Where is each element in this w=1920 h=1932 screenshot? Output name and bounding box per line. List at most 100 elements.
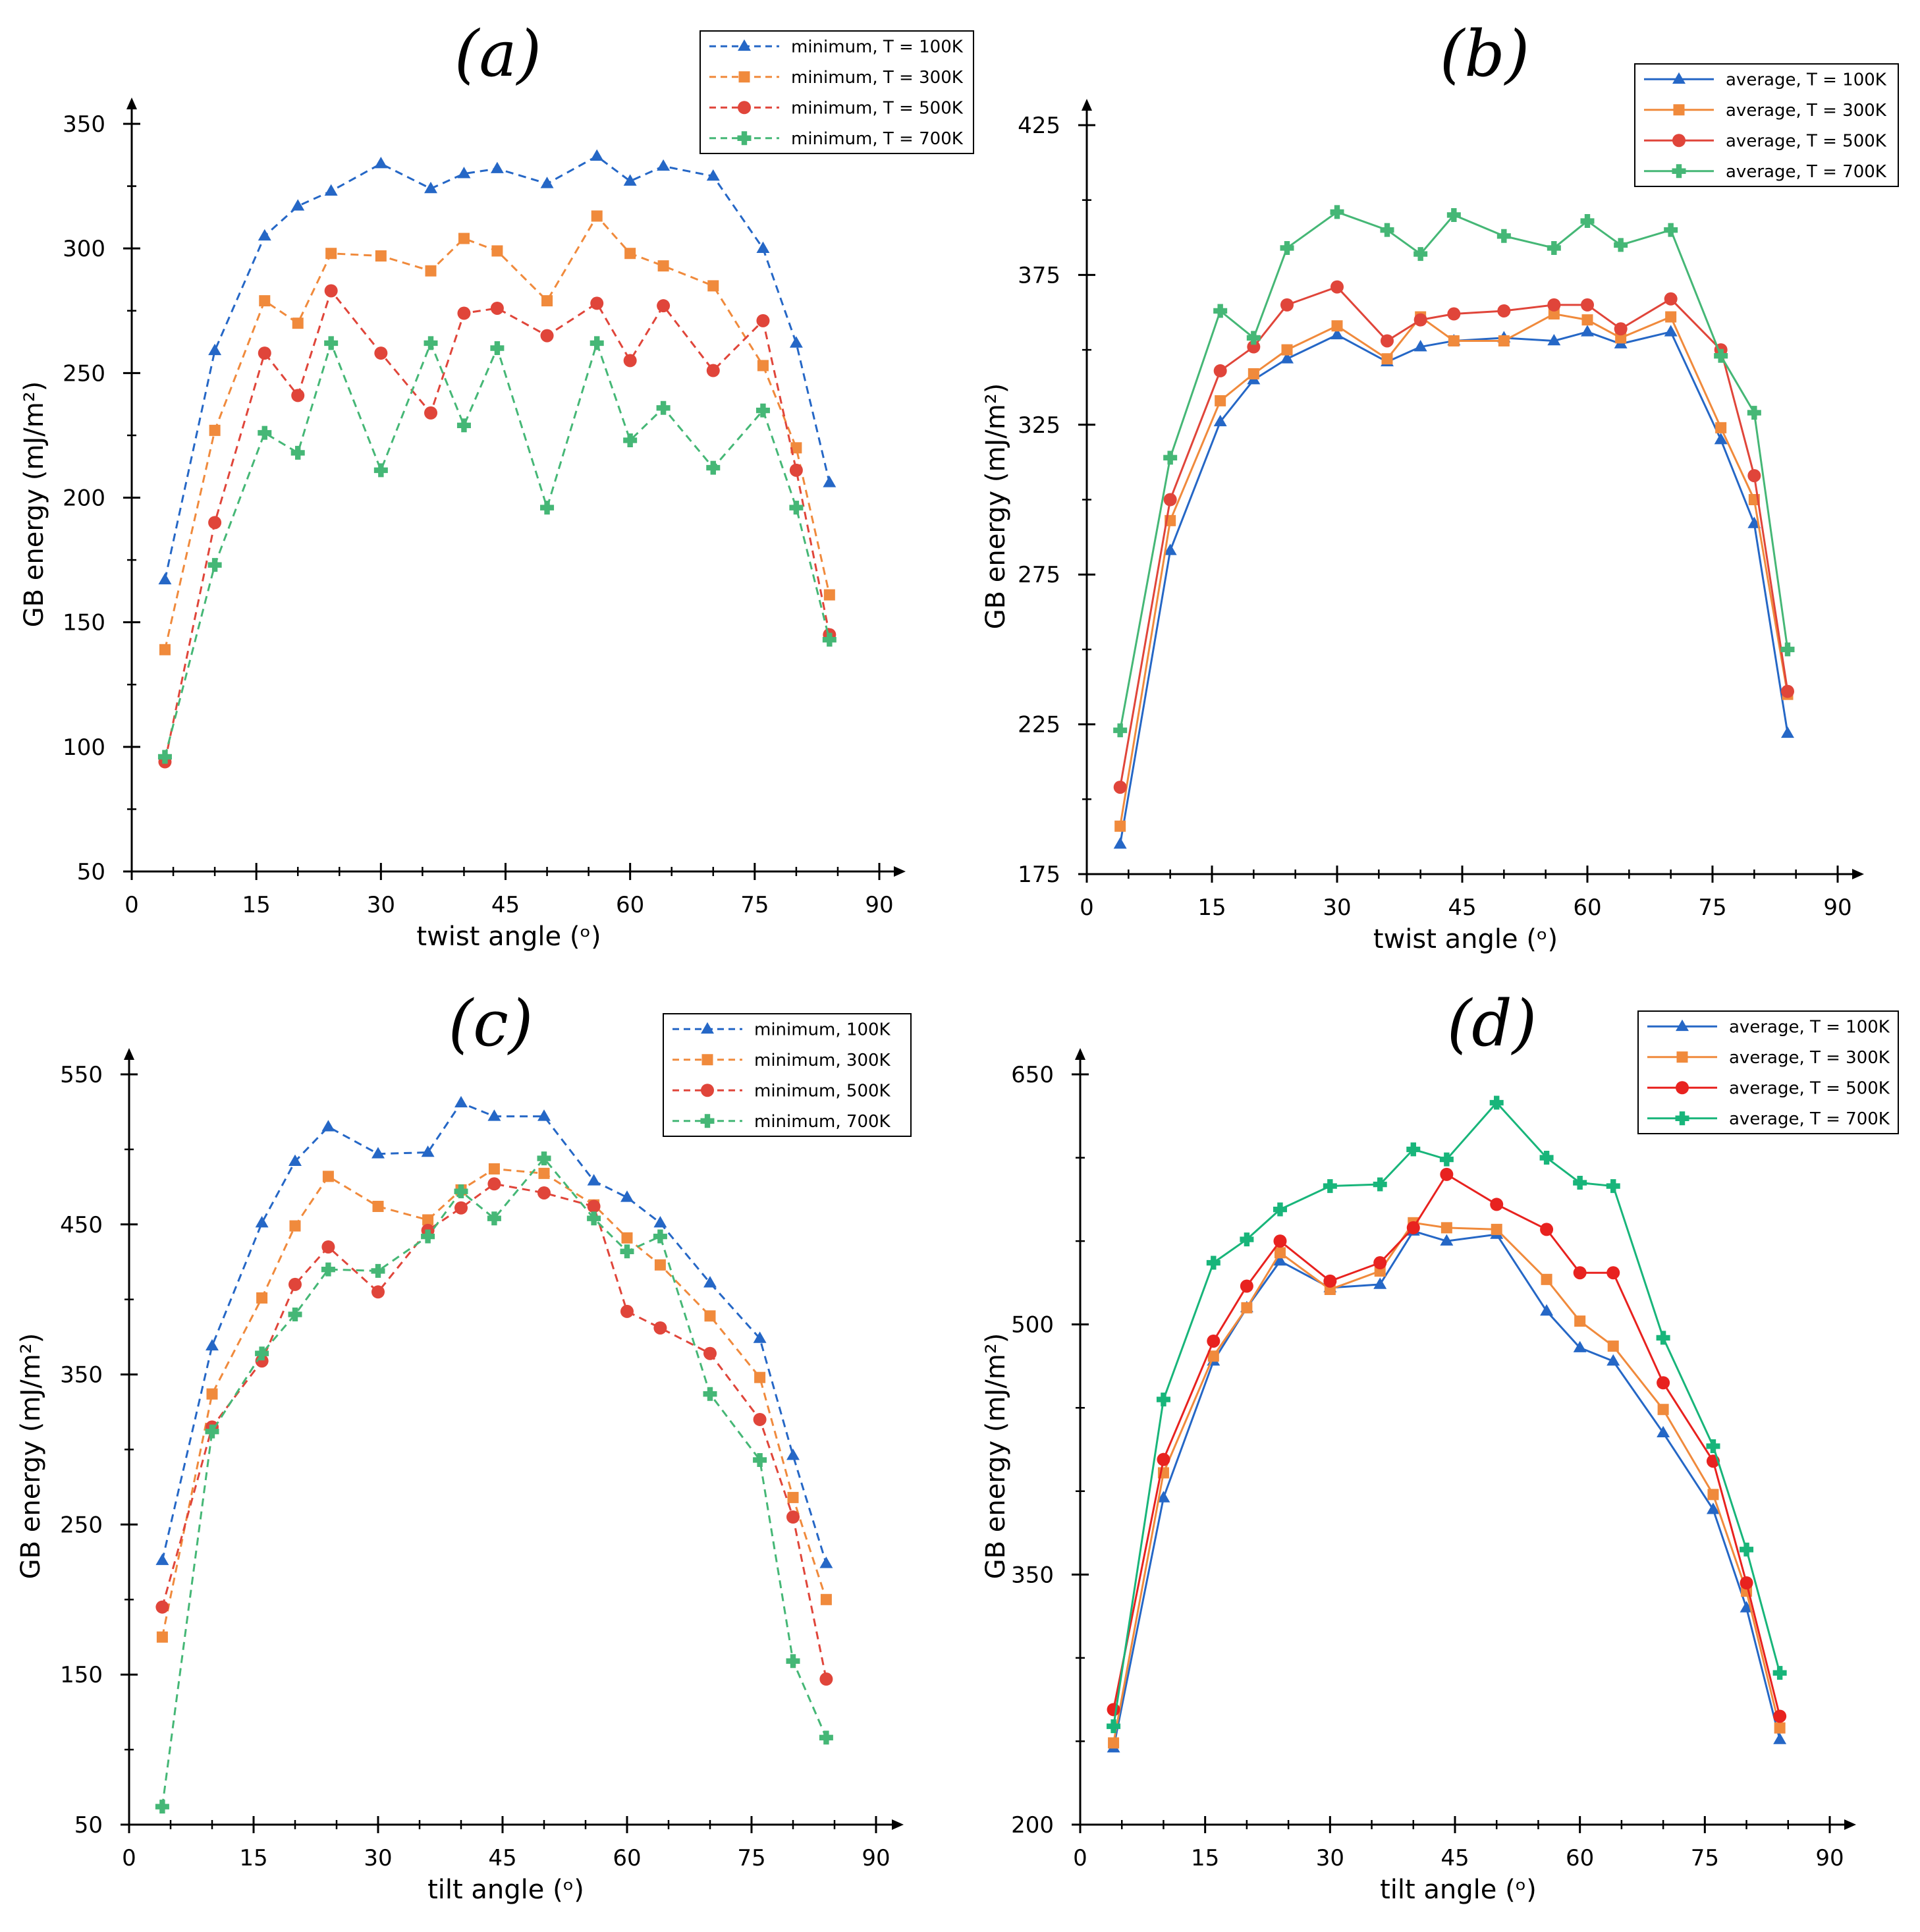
data-point	[703, 1276, 717, 1288]
legend-marker	[737, 131, 752, 146]
chart-panel-3: 0 15 30 45 60 75 90 50 150 250 350 450 550 tilt angle…	[16, 987, 912, 1905]
data-point	[753, 1452, 767, 1467]
y-axis-label: GB energy (mJ/m²)	[19, 381, 49, 628]
data-point	[324, 184, 338, 196]
data-point	[657, 260, 669, 272]
data-point	[324, 336, 339, 350]
series-line	[163, 155, 831, 580]
data-point	[325, 248, 337, 260]
legend-entry: average, T = 700K	[1726, 162, 1887, 182]
legend-marker	[1672, 164, 1686, 179]
data-point	[292, 317, 304, 329]
legend-marker	[1673, 104, 1685, 116]
x-axis-arrow	[894, 866, 906, 877]
y-axis-label: GB energy (mJ/m²)	[981, 1333, 1011, 1580]
data-point	[1491, 1223, 1502, 1235]
series-line	[1112, 1230, 1781, 1748]
x-tick-label: 75	[1691, 1845, 1719, 1871]
data-point	[1740, 1576, 1753, 1589]
legend-marker	[1675, 1111, 1689, 1126]
y-tick-label: 325	[1018, 412, 1060, 439]
data-point	[374, 157, 388, 169]
data-point	[321, 1120, 335, 1132]
data-point	[621, 1232, 633, 1244]
series-line	[1112, 1173, 1781, 1717]
data-point	[1413, 340, 1427, 352]
data-point	[256, 1292, 268, 1304]
data-point	[1280, 240, 1294, 255]
y-tick-label: 175	[1018, 862, 1060, 888]
data-point	[653, 1229, 667, 1244]
data-point	[424, 181, 437, 194]
x-tick-label: 0	[1073, 1845, 1087, 1871]
data-point	[757, 360, 769, 372]
data-point	[1541, 1273, 1552, 1285]
data-point	[789, 463, 803, 477]
data-point	[1108, 1737, 1120, 1749]
data-point	[653, 1216, 667, 1228]
data-point	[787, 1491, 799, 1503]
data-point	[371, 1263, 385, 1278]
y-axis-label: GB energy (mJ/m²)	[981, 383, 1011, 630]
x-tick-label: 75	[1698, 895, 1726, 921]
data-point	[703, 1387, 717, 1401]
data-point	[421, 1229, 435, 1244]
data-point	[1273, 1202, 1287, 1217]
y-tick-label: 250	[63, 360, 105, 387]
data-point	[1747, 469, 1761, 483]
data-point	[1706, 1439, 1720, 1453]
legend-marker	[1676, 1019, 1689, 1032]
data-point	[1381, 334, 1394, 348]
data-point	[490, 301, 504, 315]
data-point	[209, 424, 221, 436]
data-point	[1580, 214, 1595, 229]
data-point	[786, 1510, 800, 1524]
y-tick-label: 350	[1011, 1562, 1054, 1588]
data-point	[1163, 543, 1177, 555]
data-point	[488, 1163, 500, 1175]
data-point	[1773, 1732, 1787, 1744]
data-point	[820, 1593, 832, 1605]
data-point	[1331, 320, 1343, 332]
data-point	[1113, 723, 1128, 738]
data-point	[1714, 433, 1728, 445]
data-point	[1240, 1232, 1254, 1247]
legend-marker	[1676, 1081, 1689, 1095]
series-4	[157, 336, 837, 764]
data-point	[424, 336, 438, 350]
y-tick-label: 250	[60, 1512, 103, 1538]
data-point	[1406, 1142, 1421, 1157]
x-axis-arrow	[1852, 869, 1864, 879]
legend-entry: minimum, T = 100K	[791, 37, 964, 57]
legend-entry: average, T = 500K	[1726, 131, 1887, 151]
data-point	[654, 1259, 666, 1271]
data-point	[623, 354, 637, 368]
x-tick-label: 15	[239, 1845, 267, 1871]
legend-marker	[738, 101, 751, 115]
data-point	[1614, 322, 1628, 336]
data-point	[290, 445, 305, 460]
data-point	[1539, 1151, 1554, 1165]
data-point	[1781, 726, 1794, 738]
data-point	[623, 433, 638, 447]
data-point	[205, 1424, 219, 1439]
data-point	[537, 1186, 551, 1200]
data-point	[823, 476, 837, 487]
data-point	[537, 1151, 551, 1166]
legend-entry: minimum, T = 300K	[791, 68, 964, 88]
data-point	[454, 1201, 468, 1215]
chart-panel-1: 0 15 30 45 60 75 90 50 100 150 200 250 300 350 twist a…	[19, 17, 974, 952]
legend-marker	[701, 1022, 714, 1034]
data-point	[1614, 238, 1628, 252]
data-point	[288, 1154, 302, 1166]
data-point	[259, 295, 271, 307]
y-tick-label: 150	[63, 610, 105, 636]
data-point	[322, 1171, 334, 1182]
data-point	[487, 1177, 501, 1191]
data-point	[1215, 395, 1226, 406]
data-point	[255, 1216, 269, 1228]
data-point	[1607, 1340, 1619, 1352]
data-point	[1440, 1222, 1452, 1234]
data-point	[707, 280, 719, 292]
